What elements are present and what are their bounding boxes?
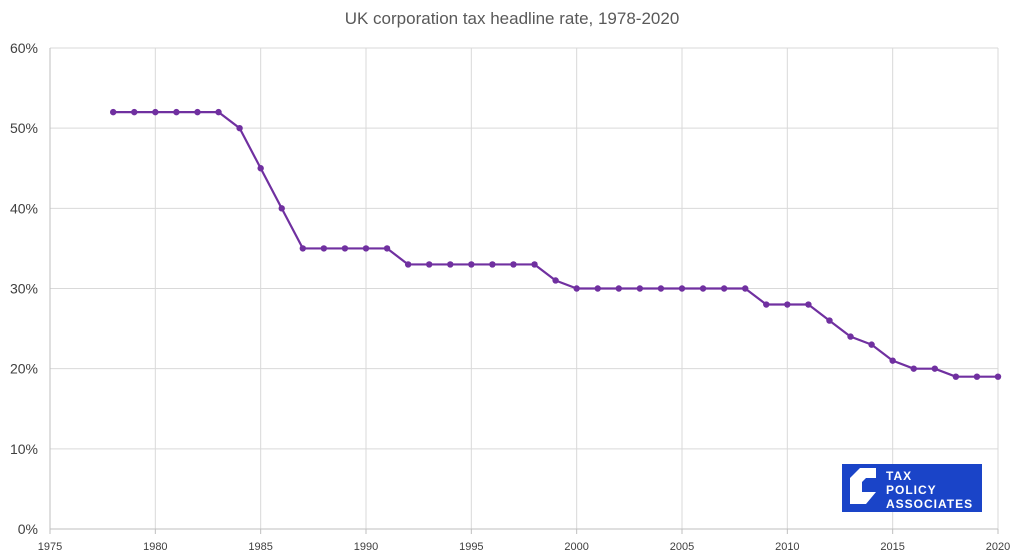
tax-policy-associates-logo: TAX POLICY ASSOCIATES	[842, 464, 982, 512]
data-point	[341, 245, 349, 252]
data-point	[131, 108, 138, 116]
data-point	[173, 108, 180, 116]
x-tick-label: 2015	[880, 541, 904, 553]
data-point	[805, 301, 812, 308]
x-tick-label: 2010	[775, 541, 799, 553]
series-layer	[110, 108, 1002, 380]
data-point	[931, 365, 938, 372]
axes	[49, 48, 999, 534]
logo-mark-icon	[850, 468, 876, 504]
data-point	[636, 285, 644, 292]
data-point	[594, 285, 601, 292]
y-tick-labels: 0% 10% 20% 30% 40% 50% 60%	[10, 40, 38, 537]
series-line	[113, 111, 998, 378]
data-point	[657, 285, 665, 292]
x-tick-label: 2000	[564, 541, 588, 553]
y-tick-label: 20%	[10, 361, 38, 377]
data-point	[952, 373, 960, 380]
x-tick-label: 2005	[670, 541, 694, 553]
data-point	[699, 285, 707, 292]
data-point	[447, 261, 454, 268]
data-point	[531, 261, 538, 268]
data-point	[320, 245, 328, 252]
data-point	[994, 373, 1002, 380]
data-point	[678, 285, 686, 292]
x-tick-label: 2020	[986, 541, 1010, 553]
data-point	[236, 124, 243, 132]
data-point	[973, 373, 981, 380]
data-point	[868, 341, 875, 348]
y-tick-label: 30%	[10, 281, 38, 297]
data-point	[468, 261, 475, 268]
data-point	[194, 108, 201, 116]
data-point	[889, 357, 896, 364]
chart-title: UK corporation tax headline rate, 1978-2…	[345, 9, 680, 28]
data-point	[383, 245, 391, 252]
y-tick-label: 10%	[10, 441, 38, 457]
data-point	[404, 261, 412, 268]
data-point	[573, 285, 580, 292]
y-tick-label: 40%	[10, 200, 38, 216]
logo-text-line-3: ASSOCIATES	[886, 497, 973, 511]
x-tick-label: 1990	[354, 541, 378, 553]
data-point	[426, 261, 433, 268]
logo-text-line-1: TAX	[886, 469, 912, 483]
data-point	[299, 245, 306, 252]
gridlines	[50, 47, 999, 529]
y-tick-label: 0%	[18, 521, 38, 537]
data-point	[152, 108, 159, 116]
data-point	[257, 165, 264, 172]
data-point	[110, 108, 117, 116]
data-point	[552, 277, 559, 284]
data-point	[763, 301, 770, 308]
y-tick-label: 60%	[10, 40, 38, 56]
data-point	[784, 301, 791, 308]
data-point	[910, 365, 917, 372]
x-tick-label: 1985	[248, 541, 272, 553]
logo-text-line-2: POLICY	[886, 483, 937, 497]
x-tick-label: 1980	[143, 541, 167, 553]
x-tick-label: 1995	[459, 541, 483, 553]
data-point	[510, 261, 517, 268]
data-point	[826, 317, 833, 324]
data-point	[362, 245, 370, 252]
x-tick-labels: 1975 1980 1985 1990 1995 2000 2005 2010 2015 2020	[38, 541, 1010, 553]
data-point	[215, 108, 222, 116]
data-point	[720, 285, 728, 292]
data-point	[489, 261, 496, 268]
data-point	[615, 285, 622, 292]
y-tick-label: 50%	[10, 120, 38, 136]
data-point	[742, 285, 749, 292]
data-point	[847, 333, 854, 340]
x-tick-label: 1975	[38, 541, 62, 553]
data-point	[278, 205, 285, 212]
